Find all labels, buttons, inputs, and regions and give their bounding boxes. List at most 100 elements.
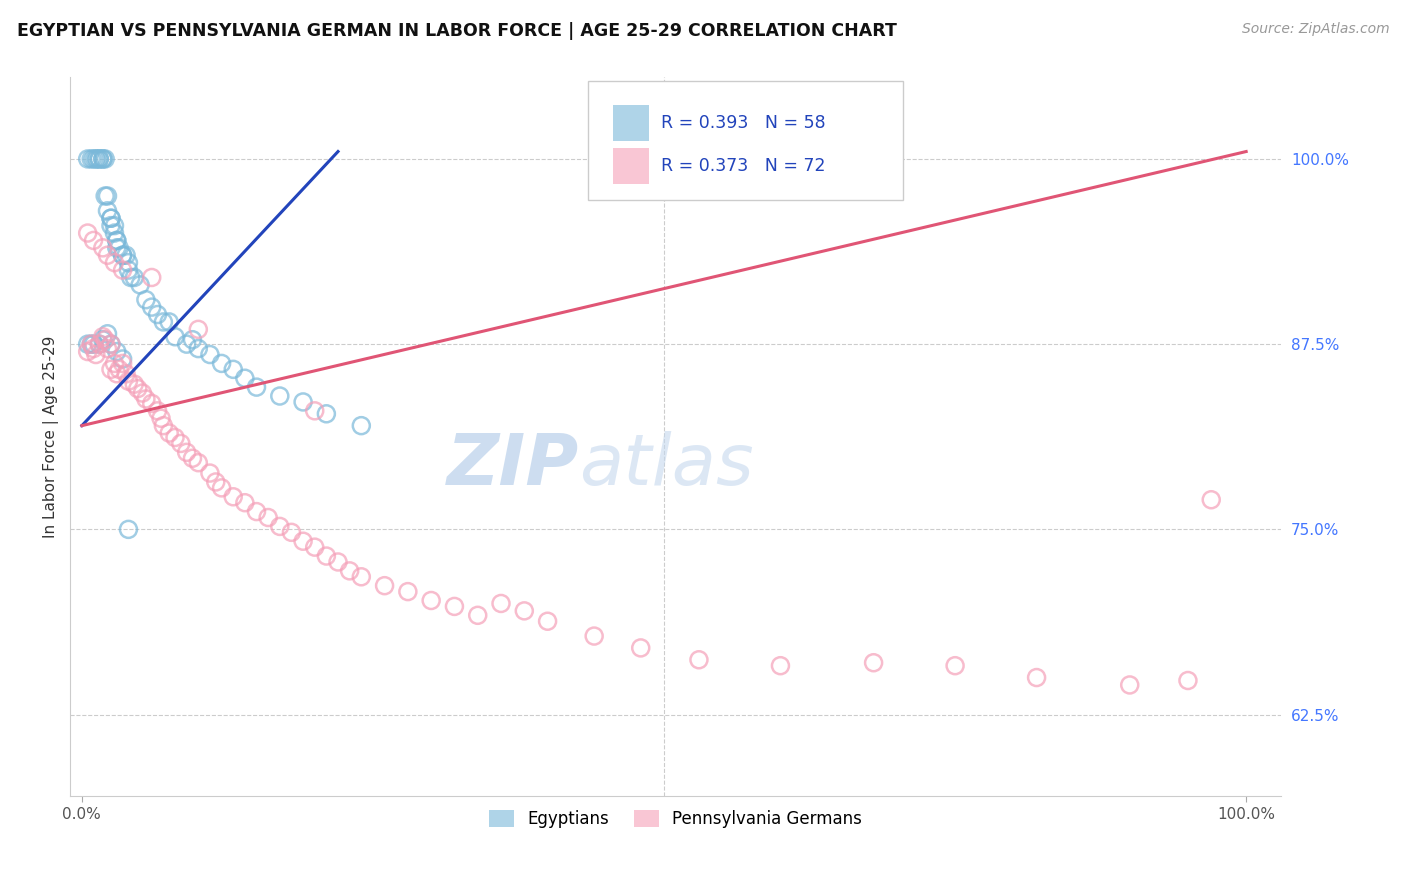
Point [211,356,233,370]
Point [100,219,122,233]
Point [100,211,122,226]
Point [96,203,118,218]
Point [127,382,149,396]
Point [76,337,98,351]
Point [76,226,98,240]
Point [245,380,267,394]
Point [105,241,128,255]
Point [111,356,134,370]
Point [176,337,198,351]
Point [187,342,209,356]
Point [105,234,128,248]
Legend: Egyptians, Pennsylvania Germans: Egyptians, Pennsylvania Germans [482,803,869,835]
Point [129,277,152,292]
Point [187,322,209,336]
FancyBboxPatch shape [589,81,903,200]
Point [304,540,326,554]
Point [146,404,169,418]
Point [536,614,558,628]
Point [80,337,103,351]
Text: Source: ZipAtlas.com: Source: ZipAtlas.com [1241,22,1389,37]
Point [91,152,114,166]
Point [222,490,245,504]
Point [198,347,221,361]
Point [117,255,139,269]
Point [350,570,373,584]
Point [122,270,145,285]
Point [170,436,193,450]
Point [292,534,315,549]
Point [163,430,186,444]
Point [103,255,125,269]
Bar [613,104,650,141]
Point [467,608,489,623]
Point [630,640,652,655]
Point [489,597,512,611]
Point [420,593,443,607]
Point [117,263,139,277]
Point [152,315,174,329]
Point [120,270,142,285]
Point [204,475,226,489]
Point [84,152,107,166]
Point [100,337,122,351]
Point [115,248,138,262]
Point [100,337,122,351]
Point [105,367,128,381]
Point [269,389,291,403]
Point [131,386,153,401]
Y-axis label: In Labor Force | Age 25-29: In Labor Force | Age 25-29 [44,335,59,538]
Point [157,425,180,440]
Point [103,356,125,370]
Point [108,362,131,376]
Point [111,263,134,277]
Point [233,496,256,510]
Point [89,152,111,166]
Point [76,344,98,359]
Point [1025,671,1047,685]
Point [91,330,114,344]
Point [304,404,326,418]
Point [103,219,125,233]
Point [280,525,302,540]
Point [315,407,337,421]
Point [688,653,710,667]
Point [86,152,108,166]
Point [96,342,118,356]
Point [181,333,204,347]
Point [181,451,204,466]
Point [862,656,884,670]
Point [292,395,315,409]
Point [83,337,105,351]
Point [91,152,114,166]
Point [96,189,118,203]
Point [100,211,122,226]
Point [513,604,536,618]
Point [157,315,180,329]
Point [83,342,105,356]
Point [187,456,209,470]
Point [111,351,134,366]
Text: R = 0.393   N = 58: R = 0.393 N = 58 [661,113,825,132]
Point [108,241,131,255]
Point [80,152,103,166]
Point [80,337,103,351]
Point [146,308,169,322]
Point [111,248,134,262]
Text: atlas: atlas [579,431,754,500]
Point [150,411,173,425]
Point [83,152,105,166]
Text: ZIP: ZIP [447,431,579,500]
Point [141,270,163,285]
Point [198,466,221,480]
Point [100,362,122,376]
Point [315,549,337,563]
Point [94,152,117,166]
Point [350,418,373,433]
Point [103,226,125,240]
Point [96,326,118,341]
Point [105,344,128,359]
Point [396,584,419,599]
Point [1119,678,1142,692]
Point [135,293,157,307]
